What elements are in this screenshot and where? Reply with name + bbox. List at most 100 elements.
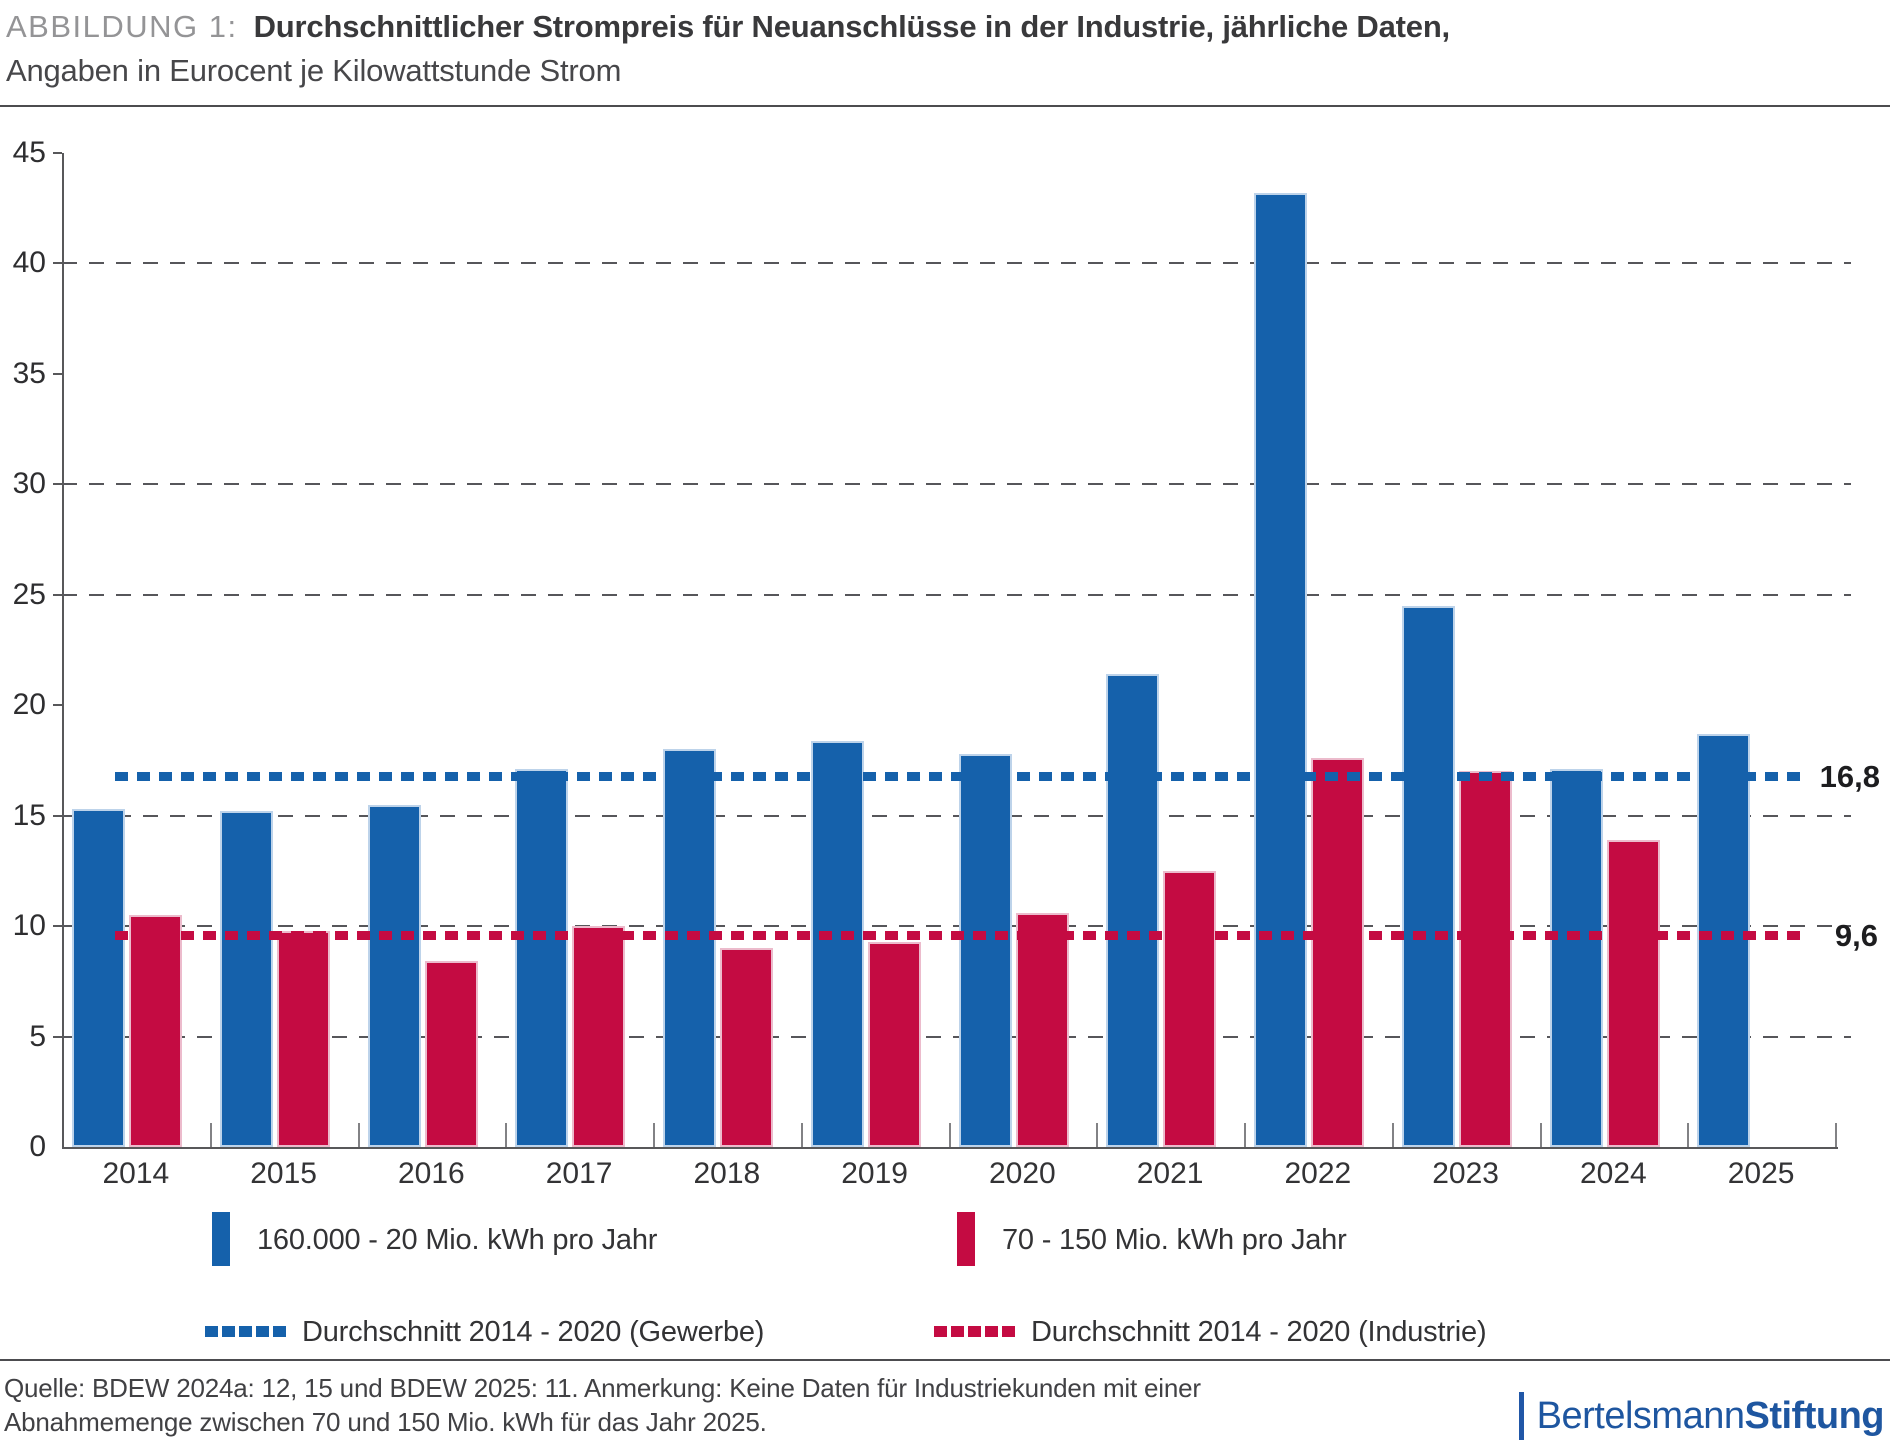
y-axis-label-5: 5 bbox=[29, 1019, 46, 1053]
y-axis-tick-45 bbox=[53, 152, 62, 154]
legend-label-gewerbe: 160.000 - 20 Mio. kWh pro Jahr bbox=[257, 1224, 658, 1256]
x-axis-label-2015: 2015 bbox=[250, 1157, 317, 1190]
x-axis-label-2021: 2021 bbox=[1136, 1157, 1204, 1190]
bar-industrie-2022 bbox=[1311, 758, 1364, 1147]
y-axis-label-15: 15 bbox=[12, 798, 46, 832]
logo-bar-icon bbox=[1518, 1392, 1524, 1440]
x-axis-tick-2014 bbox=[209, 1123, 212, 1147]
avg-line-industrie bbox=[115, 930, 1802, 940]
x-axis-label-2019: 2019 bbox=[841, 1157, 908, 1190]
avg-value-label-industrie: 9,6 bbox=[1834, 918, 1878, 953]
avg-value-label-gewerbe: 16,8 bbox=[1819, 759, 1880, 794]
y-axis-tick-10 bbox=[53, 925, 62, 928]
y-axis-label-0: 0 bbox=[29, 1130, 46, 1163]
figure-header: ABBILDUNG 1: Durchschnittlicher Stromprei… bbox=[6, 6, 1866, 92]
x-axis-tick-2017 bbox=[653, 1123, 655, 1147]
y-axis-tick-35 bbox=[53, 372, 62, 375]
legend-dots-industrie bbox=[934, 1326, 1015, 1337]
bar-industrie-2014 bbox=[129, 915, 182, 1147]
bar-gewerbe-2018 bbox=[663, 749, 716, 1147]
header-divider bbox=[0, 105, 1890, 107]
gridline-30 bbox=[62, 483, 1851, 486]
bar-gewerbe-2016 bbox=[367, 804, 421, 1147]
y-axis bbox=[62, 153, 64, 1149]
gridline-15 bbox=[62, 814, 1851, 817]
bar-industrie-2023 bbox=[1458, 771, 1512, 1147]
bar-gewerbe-2014 bbox=[72, 809, 125, 1147]
x-axis-label-2017: 2017 bbox=[545, 1157, 613, 1190]
x-axis-label-2016: 2016 bbox=[398, 1157, 465, 1190]
y-axis-tick-15 bbox=[53, 814, 62, 817]
y-axis-label-30: 30 bbox=[12, 467, 46, 501]
x-axis-label-2023: 2023 bbox=[1432, 1157, 1499, 1190]
x-axis-tick-2022 bbox=[1391, 1123, 1394, 1147]
logo-text-bold: Stiftung bbox=[1744, 1394, 1884, 1437]
figure-label: ABBILDUNG 1: bbox=[6, 9, 238, 44]
x-axis bbox=[62, 1147, 1838, 1149]
bar-industrie-2019 bbox=[867, 941, 921, 1147]
y-axis-label-20: 20 bbox=[12, 688, 46, 722]
bar-gewerbe-2015 bbox=[219, 811, 273, 1147]
x-axis-label-2022: 2022 bbox=[1284, 1157, 1352, 1190]
legend-label-industrie: 70 - 150 Mio. kWh pro Jahr bbox=[1002, 1224, 1347, 1256]
footer-divider bbox=[0, 1359, 1890, 1361]
y-axis-tick-25 bbox=[53, 593, 62, 596]
gridline-25 bbox=[62, 593, 1851, 596]
gridline-10 bbox=[62, 925, 1851, 928]
x-axis-tick-2016 bbox=[505, 1123, 508, 1147]
bar-gewerbe-2021 bbox=[1106, 674, 1160, 1147]
x-axis-tick-2020 bbox=[1096, 1123, 1099, 1147]
x-axis-tick-2019 bbox=[948, 1123, 951, 1147]
logo-text-regular: Bertelsmann bbox=[1536, 1394, 1745, 1437]
source-line-2: Abnahmemenge zwischen 70 und 150 Mio. kW… bbox=[4, 1407, 767, 1437]
bar-gewerbe-2025 bbox=[1697, 733, 1751, 1147]
x-axis-label-2018: 2018 bbox=[693, 1157, 761, 1190]
bar-industrie-2015 bbox=[276, 930, 330, 1147]
x-axis-tick-2024 bbox=[1687, 1123, 1690, 1147]
bar-gewerbe-2019 bbox=[810, 740, 864, 1147]
y-axis-tick-40 bbox=[53, 262, 62, 265]
bar-industrie-2017 bbox=[572, 926, 626, 1147]
logo-text: BertelsmannStiftung bbox=[1536, 1394, 1885, 1438]
y-axis-label-25: 25 bbox=[12, 577, 46, 611]
x-axis-label-2025: 2025 bbox=[1727, 1157, 1795, 1190]
bar-gewerbe-2023 bbox=[1401, 605, 1455, 1147]
x-axis-label-2020: 2020 bbox=[989, 1157, 1056, 1190]
bar-gewerbe-2022 bbox=[1254, 192, 1307, 1147]
y-axis-tick-5 bbox=[53, 1035, 62, 1038]
y-axis-tick-20 bbox=[53, 704, 62, 707]
legend-dots-gewerbe bbox=[205, 1326, 286, 1337]
gridline-40 bbox=[62, 262, 1851, 265]
bar-gewerbe-2020 bbox=[958, 753, 1012, 1147]
bar-industrie-2016 bbox=[424, 961, 478, 1147]
x-axis-tick-2023 bbox=[1539, 1123, 1542, 1147]
bertelsmann-logo: BertelsmannStiftung bbox=[1518, 1392, 1885, 1440]
bar-industrie-2021 bbox=[1163, 870, 1217, 1147]
y-axis-tick-30 bbox=[53, 483, 62, 486]
x-axis-tick-2015 bbox=[357, 1123, 360, 1147]
x-axis-tick-2021 bbox=[1244, 1123, 1246, 1147]
legend-swatch-industrie bbox=[957, 1212, 975, 1266]
y-axis-label-40: 40 bbox=[12, 246, 46, 280]
bar-industrie-2020 bbox=[1015, 912, 1069, 1147]
gridline-5 bbox=[62, 1035, 1851, 1038]
x-axis-tick-2018 bbox=[800, 1123, 803, 1147]
bar-gewerbe-2017 bbox=[515, 769, 569, 1147]
source-line-1: Quelle: BDEW 2024a: 12, 15 und BDEW 2025… bbox=[4, 1373, 1201, 1403]
y-axis-label-35: 35 bbox=[12, 356, 46, 390]
x-axis-tick-2025 bbox=[1835, 1123, 1837, 1147]
legend-label-avg-gewerbe: Durchschnitt 2014 - 2020 (Gewerbe) bbox=[302, 1316, 765, 1348]
y-axis-label-45: 45 bbox=[12, 136, 46, 169]
legend-label-avg-industrie: Durchschnitt 2014 - 2020 (Industrie) bbox=[1031, 1316, 1487, 1348]
y-axis-label-10: 10 bbox=[12, 909, 46, 943]
figure-title: Durchschnittlicher Strompreis für Neuans… bbox=[253, 9, 1451, 44]
figure-title-line: ABBILDUNG 1: Durchschnittlicher Stromprei… bbox=[6, 6, 1866, 48]
x-axis-label-2024: 2024 bbox=[1580, 1157, 1647, 1190]
bar-gewerbe-2024 bbox=[1549, 769, 1603, 1147]
bar-industrie-2018 bbox=[720, 948, 773, 1147]
figure-subtitle: Angaben in Eurocent je Kilowattstunde St… bbox=[6, 53, 622, 88]
bar-industrie-2024 bbox=[1606, 839, 1660, 1147]
x-axis-label-2014: 2014 bbox=[102, 1157, 170, 1190]
